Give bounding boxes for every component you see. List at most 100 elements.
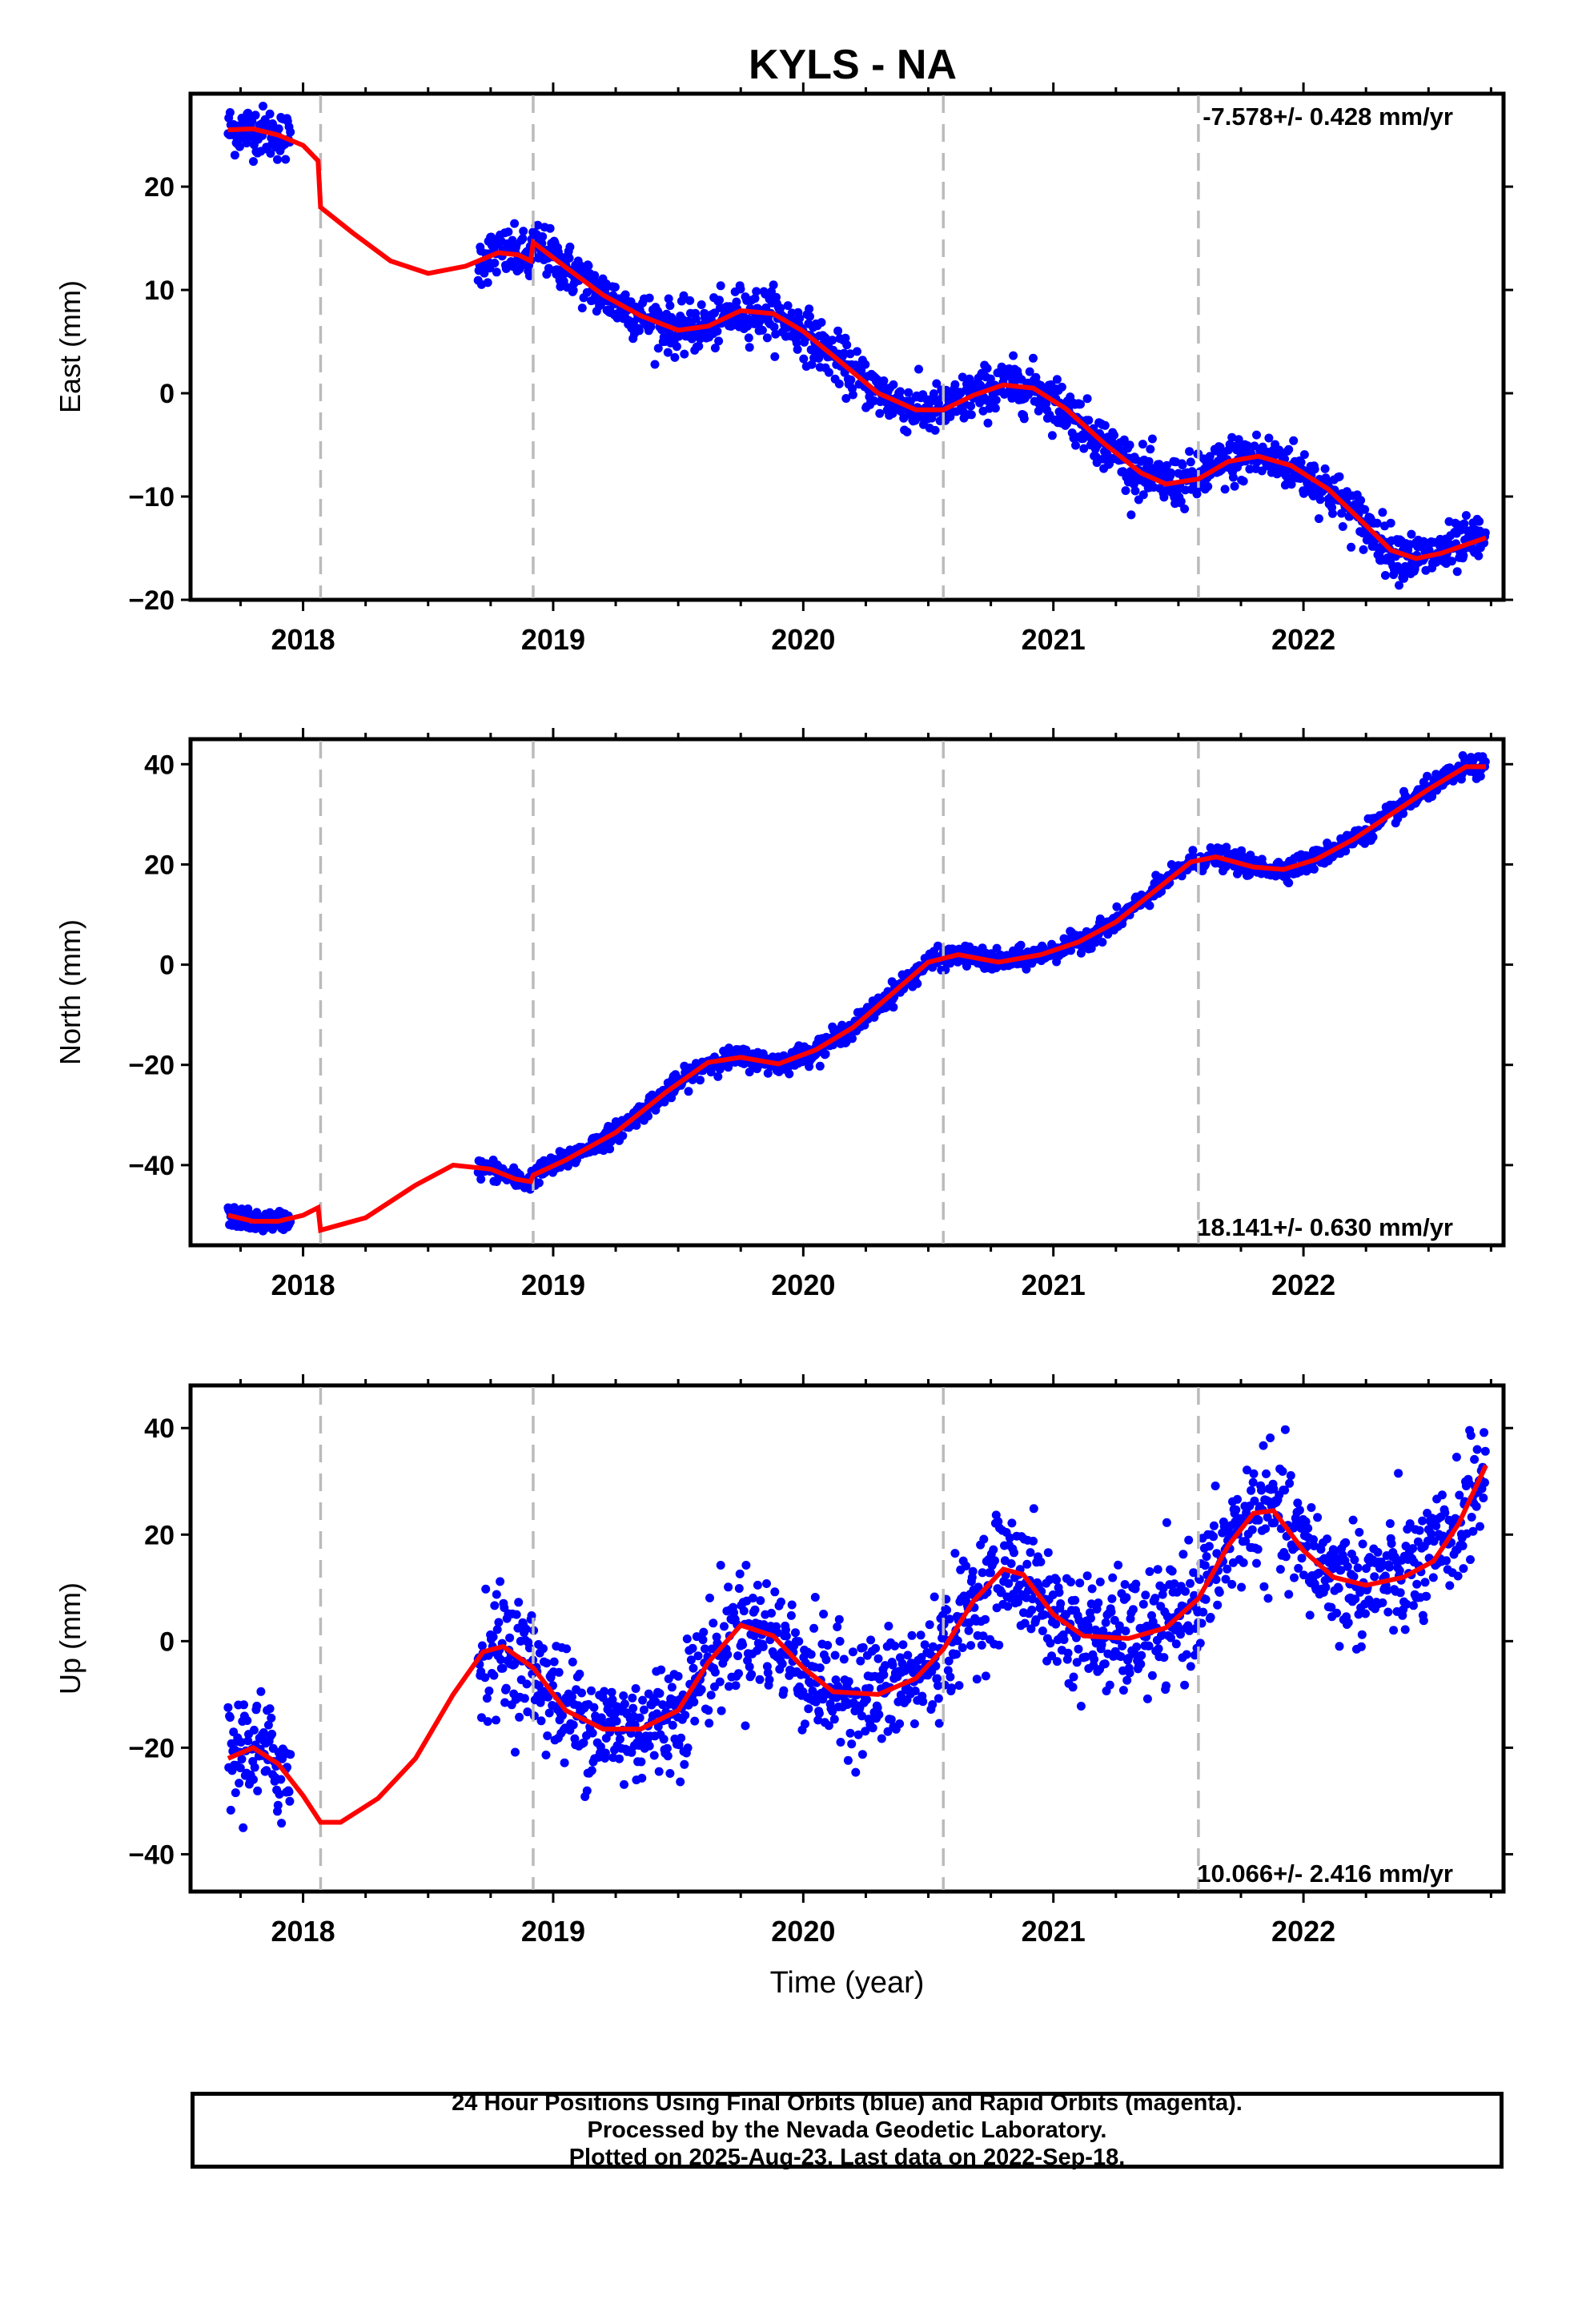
data-point: [706, 1691, 716, 1700]
data-point: [631, 1684, 640, 1693]
east-rate-label: -7.578+/- 0.428 mm/yr: [1203, 103, 1453, 131]
data-point: [522, 1679, 532, 1689]
data-point: [1253, 1545, 1263, 1554]
data-point: [596, 1713, 606, 1723]
data-point: [1394, 1469, 1403, 1478]
north-rate-label: 18.141+/- 0.630 mm/yr: [1197, 1213, 1453, 1241]
data-point: [1230, 481, 1239, 491]
data-point: [1095, 1577, 1105, 1586]
data-point: [1264, 433, 1274, 443]
data-point: [1205, 452, 1215, 461]
data-point: [1395, 1588, 1405, 1598]
data-point: [1131, 1579, 1141, 1589]
data-point: [1107, 1594, 1117, 1603]
data-point: [1380, 571, 1390, 580]
data-point: [1351, 1594, 1360, 1604]
data-point: [1296, 1523, 1306, 1533]
data-point: [568, 286, 578, 295]
data-point: [511, 1747, 520, 1757]
x-tick-label: 2022: [1271, 1269, 1335, 1301]
footer-line-2: Processed by the Nevada Geodetic Laborat…: [587, 2117, 1107, 2143]
data-point: [724, 1582, 733, 1592]
data-point: [813, 1715, 823, 1725]
data-point: [1186, 1662, 1195, 1671]
y-tick-label: 0: [159, 951, 175, 981]
up-model-curve: [227, 1464, 1488, 1825]
data-point: [600, 1687, 609, 1696]
data-point: [747, 1670, 757, 1679]
data-point: [979, 1534, 989, 1544]
data-point: [281, 155, 291, 164]
data-point: [1153, 1565, 1162, 1574]
data-point: [498, 1663, 508, 1673]
data-point: [706, 1068, 716, 1077]
data-point: [634, 326, 644, 336]
data-point: [1249, 1469, 1259, 1478]
data-point: [1137, 1651, 1146, 1660]
data-point: [931, 1661, 941, 1671]
data-point: [1038, 1626, 1047, 1635]
data-point: [1144, 456, 1154, 466]
data-point: [981, 1671, 990, 1681]
data-point: [693, 1651, 703, 1661]
data-point: [1227, 432, 1237, 442]
data-point: [1114, 1560, 1123, 1570]
data-point: [588, 1728, 597, 1738]
data-point: [251, 111, 260, 120]
data-point: [1043, 1548, 1053, 1558]
data-point: [1284, 444, 1294, 454]
x-tick-label: 2019: [521, 623, 585, 656]
data-point: [1213, 1600, 1223, 1610]
data-point: [656, 1665, 666, 1675]
data-point: [504, 227, 513, 237]
data-point: [1098, 1626, 1108, 1635]
data-point: [1299, 1570, 1308, 1580]
data-point: [1125, 1668, 1134, 1678]
data-point: [1297, 1554, 1307, 1563]
data-point: [804, 1704, 813, 1714]
data-point: [836, 1738, 845, 1747]
footer-line-1: 24 Hour Positions Using Final Orbits (bl…: [452, 2090, 1243, 2116]
data-point: [1085, 1626, 1094, 1634]
data-point: [697, 1685, 706, 1695]
data-point: [650, 360, 660, 369]
data-point: [1466, 1431, 1476, 1440]
data-point: [568, 1657, 577, 1667]
data-point: [273, 1800, 283, 1810]
data-point: [990, 1556, 999, 1566]
data-point: [1022, 964, 1031, 974]
data-point: [1455, 1490, 1464, 1500]
data-point: [267, 1713, 276, 1723]
data-point: [1090, 1625, 1100, 1634]
data-point: [1377, 1562, 1387, 1571]
data-point: [1138, 490, 1148, 500]
data-point: [619, 1691, 628, 1700]
data-point: [1238, 851, 1247, 861]
data-point: [689, 1697, 699, 1707]
y-tick-label: −20: [128, 585, 175, 616]
data-point: [1215, 1587, 1224, 1597]
data-point: [1057, 382, 1066, 392]
data-point: [231, 1788, 240, 1798]
data-point: [1059, 1635, 1069, 1644]
data-point: [243, 1736, 253, 1746]
data-point: [1063, 1648, 1073, 1658]
data-point: [710, 1667, 720, 1677]
data-point: [845, 1728, 855, 1738]
data-point: [1334, 1583, 1343, 1593]
data-point: [710, 344, 720, 353]
data-point: [644, 293, 654, 303]
data-point: [659, 1735, 669, 1744]
data-point: [895, 1719, 905, 1728]
data-point: [1144, 1641, 1154, 1651]
data-point: [842, 340, 852, 350]
data-point: [1468, 1526, 1478, 1536]
data-point: [794, 1637, 804, 1647]
data-point: [533, 220, 543, 230]
data-point: [1227, 1579, 1237, 1589]
data-point: [1419, 1616, 1428, 1626]
y-tick-label: 0: [159, 379, 175, 409]
data-point: [1006, 1559, 1016, 1568]
data-point: [490, 259, 500, 267]
